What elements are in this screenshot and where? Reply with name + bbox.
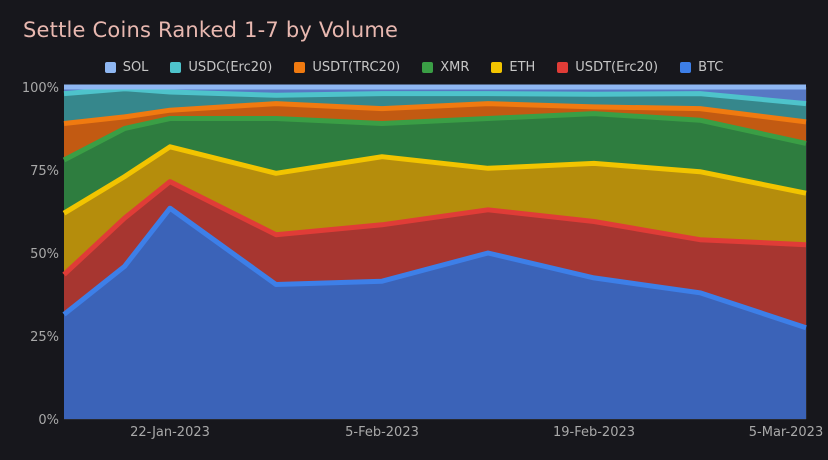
legend-swatch: [422, 62, 434, 73]
series-areas: [64, 87, 806, 419]
legend-item[interactable]: BTC: [680, 60, 723, 75]
line-usdterc20: [62, 179, 807, 277]
x-tick-label: 19-Feb-2023: [553, 425, 635, 440]
x-tick-label: 22-Jan-2023: [130, 425, 210, 440]
legend-swatch: [680, 62, 692, 73]
legend-swatch: [170, 62, 182, 73]
legend-label: BTC: [698, 60, 724, 75]
legend-label: USDT(Erc20): [575, 60, 659, 75]
legend-swatch: [491, 62, 503, 73]
area-btc: [64, 208, 806, 419]
area-sol: [64, 87, 806, 104]
line-btc: [62, 205, 807, 331]
legend-item[interactable]: SOL: [104, 60, 149, 75]
legend-swatch: [557, 62, 569, 73]
x-tick-label: 5-Feb-2023: [345, 425, 419, 440]
legend-label: USDC(Erc20): [188, 60, 273, 75]
area-usdterc20: [64, 181, 806, 328]
x-tick-label: 5-Mar-2023: [749, 425, 823, 440]
legend-item[interactable]: USDT(Erc20): [557, 60, 658, 75]
chart-title: Settle Coins Ranked 1-7 by Volume: [23, 18, 399, 42]
line-eth: [62, 144, 807, 216]
legend-swatch: [104, 62, 116, 73]
legend-label: SOL: [122, 60, 149, 75]
axes: 0% 25% 50% 75% 100% 22-Jan-2023 5-Feb-2023 19-F…: [22, 81, 823, 440]
legend-label: USDT(TRC20): [312, 60, 401, 75]
y-tick-label: 75%: [30, 164, 59, 179]
line-usdcerc20: [63, 86, 807, 107]
series-lines: [62, 84, 807, 331]
line-usdttrc20: [63, 101, 807, 126]
legend: SOL USDC(Erc20) USDT(TRC20) XMR ETH USDT(Erc2…: [0, 60, 828, 75]
legend-label: XMR: [440, 60, 470, 75]
area-eth: [64, 146, 806, 275]
area-xmr: [64, 113, 806, 214]
y-tick-label: 50%: [30, 247, 59, 262]
legend-swatch: [294, 62, 306, 73]
legend-item[interactable]: USDT(TRC20): [294, 60, 400, 75]
legend-label: ETH: [509, 60, 536, 75]
y-tick-label: 100%: [22, 81, 59, 96]
legend-item[interactable]: ETH: [491, 60, 535, 75]
y-tick-label: 0%: [38, 413, 59, 428]
line-xmr: [62, 111, 807, 163]
y-tick-label: 25%: [30, 330, 59, 345]
legend-item[interactable]: XMR: [422, 60, 469, 75]
legend-item[interactable]: USDC(Erc20): [170, 60, 272, 75]
